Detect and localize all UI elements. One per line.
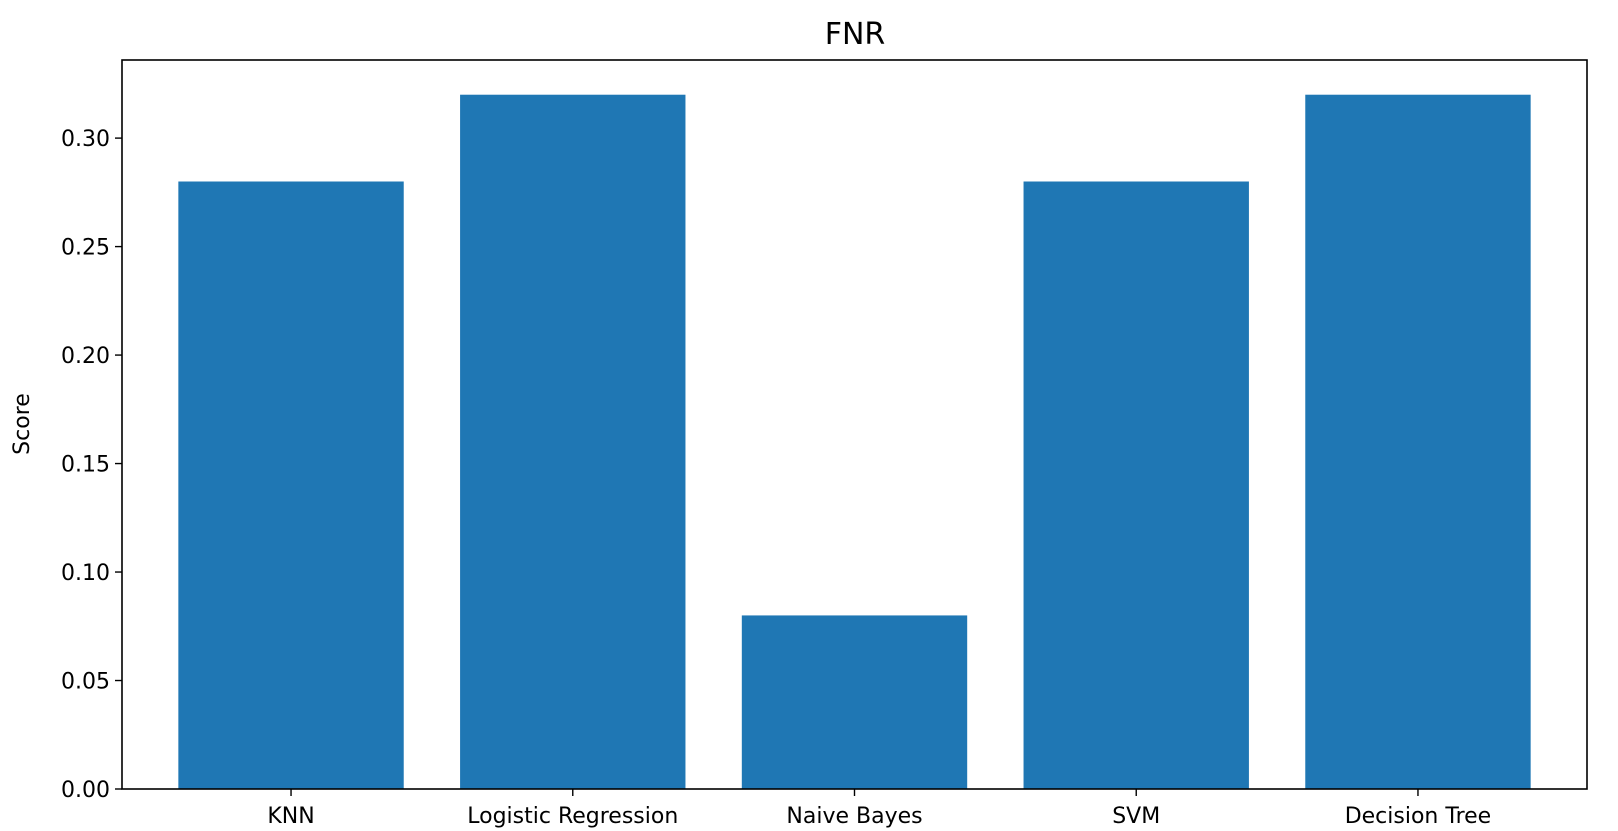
y-tick-label: 0.20	[61, 344, 110, 369]
bar-knn	[178, 181, 404, 789]
y-tick-label: 0.10	[61, 561, 110, 586]
x-axis: KNN Logistic Regression Naive Bayes SVM Deci…	[267, 789, 1491, 829]
bar-naive-bayes	[741, 615, 968, 789]
y-tick-label: 0.00	[61, 778, 110, 803]
y-tick-label: 0.15	[61, 453, 110, 478]
y-axis: 0.00 0.05 0.10 0.15 0.20 0.25 0.30	[61, 127, 122, 803]
x-tick-label: Logistic Regression	[467, 804, 678, 829]
y-tick-label: 0.30	[61, 127, 110, 152]
bar-decision-tree	[1305, 94, 1531, 789]
y-tick-label: 0.25	[61, 236, 110, 261]
bar-logistic-regression	[460, 94, 686, 789]
y-tick-label: 0.05	[61, 670, 110, 695]
plot-frame	[121, 59, 1588, 790]
bars-group	[178, 94, 1531, 789]
bar-svm	[1023, 181, 1249, 789]
x-tick-label: Naive Bayes	[786, 804, 922, 829]
x-tick-label: KNN	[267, 804, 314, 829]
x-tick-label: SVM	[1112, 804, 1160, 829]
chart-title: FNR	[825, 17, 886, 52]
x-tick-label: Decision Tree	[1345, 804, 1492, 829]
y-axis-label: Score	[10, 393, 35, 455]
